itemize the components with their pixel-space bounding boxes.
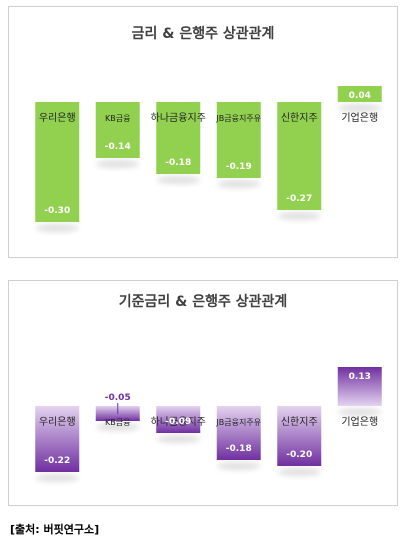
category-label: JB금융지주유 — [215, 418, 261, 427]
chart-title: 기준금리 & 은행주 상관관계 — [118, 294, 288, 310]
bar-KB금융 — [95, 102, 140, 158]
bar-우리은행 — [35, 406, 80, 472]
category-label: KB금융 — [105, 114, 130, 123]
bar-chart-base-rate-correlation: 우리은행 -0.22 KB금융 -0.05 하나금융지주-0.09 JB금융지주유 -0.1… — [35, 367, 382, 482]
category-label: JB금융지주유 — [215, 114, 261, 123]
category-label: 신한지주 — [281, 416, 318, 428]
bar-shadow — [35, 224, 80, 232]
category-label: 하나금융지주 — [151, 111, 206, 124]
bar-shadow — [337, 408, 382, 416]
bar-shadow — [156, 176, 201, 184]
data-label: -0.05 — [105, 393, 131, 403]
data-label: -0.27 — [286, 194, 312, 204]
bar-하나금융지주 — [156, 102, 201, 174]
bar-shadow — [216, 462, 261, 470]
source-note: [출처: 버핏연구소] — [10, 523, 100, 536]
bar-shadow — [156, 435, 201, 443]
data-label: -0.14 — [105, 142, 131, 152]
data-label: -0.22 — [44, 456, 70, 466]
category-label: 기업은행 — [341, 111, 378, 124]
chart-title: 금리 & 은행주 상관관계 — [131, 26, 275, 42]
data-label: -0.09 — [165, 417, 191, 427]
bar-chart-rate-correlation: 우리은행 -0.30 KB금융 -0.14 하나금융지주 -0.18 JB금융지주유 -0.1… — [35, 86, 382, 232]
bar-shadow — [337, 104, 382, 112]
bar-JB금융지주유 — [216, 102, 261, 178]
bar-신한지주 — [277, 102, 322, 210]
data-label: 0.13 — [349, 372, 371, 382]
chart-panel-rate-correlation: 금리 & 은행주 상관관계 우리은행 -0.30 KB금융 -0.14 하나금융지주 -0… — [8, 6, 398, 258]
bar-shadow — [95, 423, 140, 431]
data-label: -0.19 — [226, 162, 252, 172]
bar-JB금융지주유 — [216, 406, 261, 460]
bar-기업은행 — [337, 367, 382, 406]
bar-shadow — [277, 212, 322, 220]
category-label: 기업은행 — [341, 415, 378, 428]
category-label: 하나금융지주 — [151, 415, 206, 428]
data-label: -0.30 — [44, 206, 70, 216]
chart-panel-base-rate-correlation: 기준금리 & 은행주 상관관계 우리은행 -0.22 KB금융 -0.05 하나금융지주… — [8, 280, 398, 506]
category-label: 우리은행 — [39, 416, 76, 428]
data-label: 0.04 — [349, 91, 371, 101]
bar-shadow — [216, 180, 261, 188]
bar-우리은행 — [35, 102, 80, 222]
bar-신한지주 — [277, 406, 322, 466]
bar-shadow — [277, 468, 322, 476]
category-label: 우리은행 — [39, 112, 76, 124]
data-label: -0.20 — [286, 450, 312, 460]
category-label: 신한지주 — [281, 112, 318, 124]
bar-하나금융지주 — [156, 406, 201, 433]
bar-기업은행 — [337, 86, 382, 102]
data-label: -0.18 — [165, 158, 191, 168]
bar-shadow — [35, 474, 80, 482]
bar-shadow — [95, 160, 140, 168]
category-label: KB금융 — [105, 418, 130, 427]
data-label: -0.18 — [226, 444, 252, 454]
